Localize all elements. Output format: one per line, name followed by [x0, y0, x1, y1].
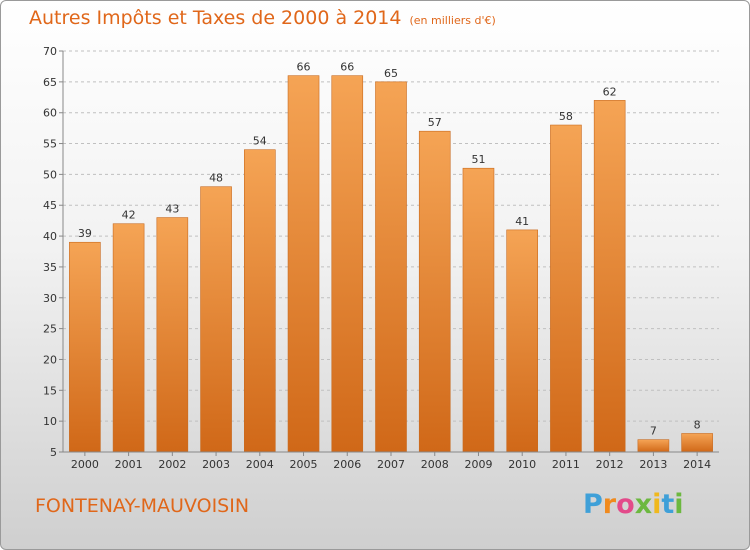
data-label: 39 — [78, 227, 92, 240]
data-label: 57 — [428, 116, 442, 129]
bar — [506, 229, 539, 453]
data-label: 66 — [297, 61, 311, 74]
bar — [418, 130, 451, 453]
x-tick-label: 2003 — [202, 458, 230, 471]
city-name: FONTENAY-MAUVOISIN — [35, 495, 250, 517]
bar — [200, 186, 232, 453]
bar — [156, 217, 189, 453]
x-tick-label: 2011 — [552, 458, 580, 471]
data-label: 42 — [122, 209, 136, 222]
data-label: 43 — [165, 203, 179, 216]
x-tick-label: 2008 — [421, 458, 449, 471]
x-tick-label: 2010 — [508, 458, 536, 471]
x-tick-label: 2002 — [158, 458, 186, 471]
y-tick-label: 20 — [43, 353, 57, 366]
data-label: 51 — [471, 153, 485, 166]
data-label: 66 — [340, 61, 354, 74]
data-label: 54 — [253, 135, 267, 148]
data-label: 48 — [209, 172, 223, 185]
x-tick-label: 2001 — [115, 458, 143, 471]
x-tick-label: 2000 — [71, 458, 99, 471]
bar — [462, 167, 495, 453]
unit-label: (en milliers d'€) — [409, 14, 496, 27]
x-tick-label: 2005 — [290, 458, 318, 471]
chart-title-text: Autres Impôts et Taxes de 2000 à 2014 — [29, 7, 402, 29]
y-tick-label: 30 — [43, 292, 57, 305]
y-tick-label: 50 — [43, 168, 57, 181]
bar — [244, 149, 276, 453]
bar — [593, 100, 626, 453]
chart-title: Autres Impôts et Taxes de 2000 à 2014 (en… — [29, 7, 496, 29]
y-tick-label: 40 — [43, 230, 57, 243]
data-label: 41 — [515, 215, 529, 228]
x-tick-label: 2009 — [464, 458, 492, 471]
y-tick-label: 70 — [43, 45, 57, 58]
bar-layer: 39 42 43 48 54 66 66 65 57 51 41 58 62 7 8 — [69, 61, 713, 453]
data-label: 8 — [694, 418, 701, 431]
bar — [69, 241, 101, 453]
y-tick-label: 25 — [43, 323, 57, 336]
x-tick-label: 2013 — [639, 458, 667, 471]
y-tick-label: 15 — [43, 384, 57, 397]
y-tick-label: 60 — [43, 107, 57, 120]
bar — [550, 124, 582, 453]
bar — [331, 75, 364, 453]
y-tick-label: 65 — [43, 76, 57, 89]
x-tick-label: 2004 — [246, 458, 274, 471]
x-tick-label: 2007 — [377, 458, 405, 471]
data-label: 7 — [650, 425, 657, 438]
axis-layer: 5 10 15 20 25 30 35 40 45 50 55 60 65 70 2000 2001 2002 2… — [43, 45, 719, 471]
y-tick-label: 5 — [50, 446, 57, 459]
bar — [375, 81, 407, 453]
y-tick-label: 35 — [43, 261, 57, 274]
y-tick-label: 55 — [43, 138, 57, 151]
bar — [637, 439, 670, 453]
data-label: 65 — [384, 67, 398, 80]
y-tick-label: 10 — [43, 415, 57, 428]
bar — [287, 75, 320, 453]
x-tick-label: 2012 — [596, 458, 624, 471]
proxiti-logo[interactable]: Proxiti — [583, 489, 684, 520]
data-label: 62 — [603, 85, 617, 98]
y-tick-label: 45 — [43, 199, 57, 212]
bar — [112, 223, 145, 453]
bar — [681, 433, 713, 453]
x-tick-label: 2006 — [333, 458, 361, 471]
x-tick-label: 2014 — [683, 458, 711, 471]
data-label: 58 — [559, 110, 573, 123]
